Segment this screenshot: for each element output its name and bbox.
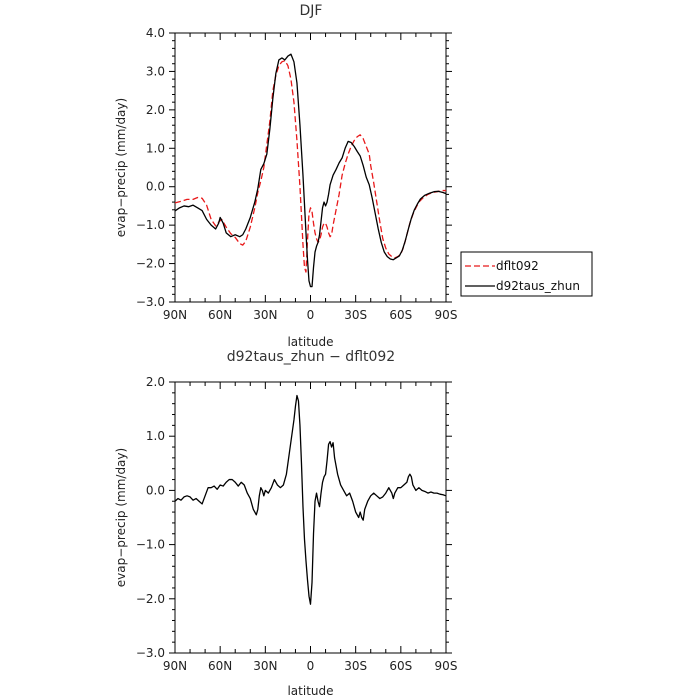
x-tick-label: 90S: [435, 308, 458, 322]
x-tick-label: 90N: [163, 308, 187, 322]
y-axis-label: evap−precip (mm/day): [114, 98, 128, 237]
x-tick-label: 0: [307, 308, 315, 322]
axis-ticks: 90N 60N 30N 0 30S 60S 90S −3.0 −2.0 −1.0 0.0 1.0 2.0…: [136, 26, 458, 322]
plot-series: [174, 53, 447, 288]
chart-title: DJF: [300, 3, 323, 19]
y-tick-label: 4.0: [146, 26, 165, 40]
y-axis-label: evap−precip (mm/day): [114, 448, 128, 587]
y-tick-label: −1.0: [136, 218, 165, 232]
y-tick-label: −3.0: [136, 295, 165, 309]
legend-label-d92taus-zhun: d92taus_zhun: [496, 279, 580, 293]
plot-series: [174, 394, 447, 605]
plot-frame: [174, 381, 447, 654]
y-tick-label: 2.0: [146, 375, 165, 389]
difference-panel: d92taus_zhun − dflt092 90N 60N 30N 0 30S 60S 9…: [114, 349, 457, 698]
y-tick-label: −1.0: [136, 538, 165, 552]
x-tick-label: 60S: [389, 308, 412, 322]
y-tick-label: −2.0: [136, 592, 165, 606]
legend-label-dflt092: dflt092: [496, 259, 539, 273]
x-tick-label: 60N: [208, 308, 232, 322]
x-tick-label: 90S: [435, 659, 458, 673]
y-tick-label: 1.0: [146, 141, 165, 155]
y-tick-label: −2.0: [136, 257, 165, 271]
series-line-d92taus-zhun: [174, 53, 447, 288]
x-axis-label: latitude: [287, 335, 333, 349]
series-line-difference: [174, 394, 447, 605]
djf-panel: DJF 90N 60N 30N 0 30S 60S 90S −3.0 −2.0 −1.0 0.0 1.…: [114, 3, 593, 349]
legend-box: [460, 251, 593, 297]
x-tick-label: 0: [307, 659, 315, 673]
y-tick-label: 2.0: [146, 103, 165, 117]
x-tick-label: 60N: [208, 659, 232, 673]
x-tick-label: 30N: [253, 308, 277, 322]
x-tick-label: 30N: [253, 659, 277, 673]
x-tick-label: 90N: [163, 659, 187, 673]
plot-frame: [174, 32, 447, 303]
x-tick-label: 30S: [344, 308, 367, 322]
y-tick-label: −3.0: [136, 646, 165, 660]
x-tick-label: 30S: [344, 659, 367, 673]
x-tick-label: 60S: [389, 659, 412, 673]
y-tick-label: 1.0: [146, 429, 165, 443]
chart-title: d92taus_zhun − dflt092: [227, 349, 395, 365]
legend: dflt092 d92taus_zhun: [460, 251, 593, 297]
axis-ticks: 90N 60N 30N 0 30S 60S 90S −3.0 −2.0 −1.0 0.0 1.0 2.0: [136, 375, 458, 673]
y-tick-label: 3.0: [146, 64, 165, 78]
y-tick-label: 0.0: [146, 483, 165, 497]
y-tick-label: 0.0: [146, 180, 165, 194]
x-axis-label: latitude: [287, 684, 333, 698]
